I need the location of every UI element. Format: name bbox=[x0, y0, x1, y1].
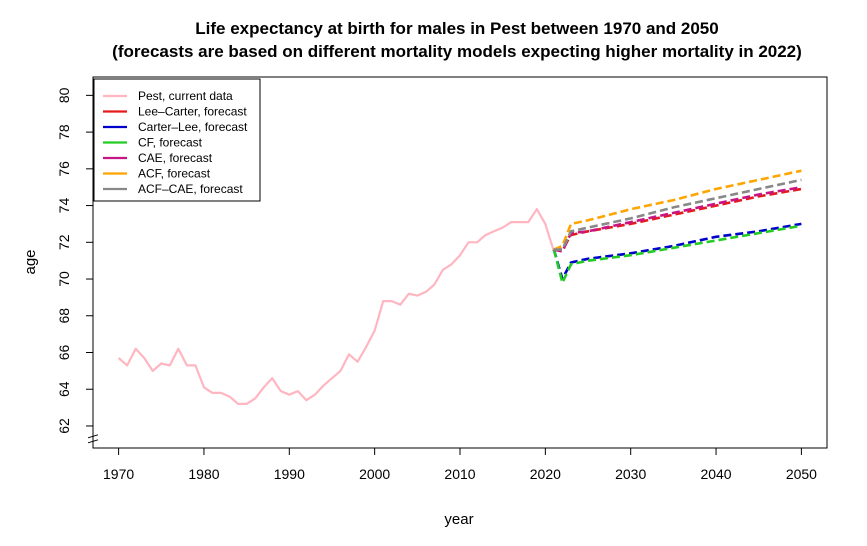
legend: Pest, current data Lee–Carter, forecastCa… bbox=[93, 78, 261, 202]
y-tick-label: 78 bbox=[56, 124, 72, 140]
y-tick-label: 80 bbox=[56, 87, 72, 103]
y-tick-label: 64 bbox=[56, 381, 72, 397]
x-tick-label: 1980 bbox=[188, 466, 219, 482]
x-tick-label: 1970 bbox=[103, 466, 134, 482]
axis-break-mark bbox=[87, 434, 99, 444]
legend-label: Carter–Lee, forecast bbox=[138, 120, 248, 134]
legend-box bbox=[93, 78, 261, 202]
series-line-2 bbox=[552, 222, 802, 281]
y-tick-label: 68 bbox=[56, 308, 72, 324]
x-tick-label: 2040 bbox=[700, 466, 731, 482]
legend-label: CAE, forecast bbox=[138, 151, 213, 165]
legend-label: ACF, forecast bbox=[138, 167, 211, 181]
legend-label: CF, forecast bbox=[138, 136, 203, 150]
x-tick-label: 1990 bbox=[274, 466, 305, 482]
legend-label: Pest, current data bbox=[138, 89, 233, 103]
axis-break-zigzag bbox=[87, 434, 99, 444]
legend-label: ACF–CAE, forecast bbox=[138, 182, 243, 196]
series-line-0 bbox=[117, 208, 555, 405]
x-axis-label: year bbox=[444, 511, 473, 528]
x-tick-label: 2030 bbox=[615, 466, 646, 482]
legend-label: Lee–Carter, forecast bbox=[138, 105, 247, 119]
x-tick-label: 2010 bbox=[444, 466, 475, 482]
series-layer bbox=[117, 169, 802, 405]
y-tick-label: 76 bbox=[56, 161, 72, 177]
y-tick-label: 74 bbox=[56, 198, 72, 214]
series-line-6 bbox=[553, 178, 802, 251]
x-tick-label: 2020 bbox=[530, 466, 561, 482]
chart-subtitle: (forecasts are based on different mortal… bbox=[112, 42, 802, 61]
y-tick-label: 70 bbox=[56, 271, 72, 287]
series-line-3 bbox=[552, 224, 802, 285]
y-tick-label: 72 bbox=[56, 234, 72, 250]
x-tick-label: 2000 bbox=[359, 466, 390, 482]
x-axis: 1970 1980 1990 2000 2010 2020 2030 2040 2050 bbox=[103, 448, 817, 482]
y-axis-label: age bbox=[22, 249, 39, 274]
chart-title: Life expectancy at birth for males in Pe… bbox=[195, 19, 718, 38]
series-line-5 bbox=[553, 169, 802, 251]
y-tick-label: 66 bbox=[56, 344, 72, 360]
y-tick-label: 62 bbox=[56, 418, 72, 434]
x-tick-label: 2050 bbox=[786, 466, 817, 482]
y-axis: 62 64 66 68 70 72 74 76 78 80 bbox=[56, 87, 93, 434]
